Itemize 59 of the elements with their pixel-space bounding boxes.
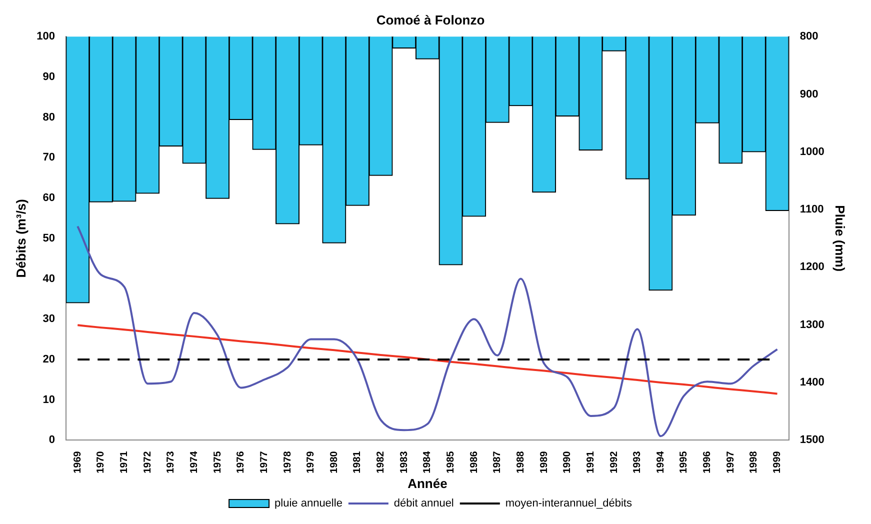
x-tick-label: 1985 [446, 450, 457, 474]
y2-tick-label: 1300 [800, 318, 824, 331]
y2-tick-label: 1200 [800, 261, 824, 274]
y-tick-label: 0 [48, 434, 55, 446]
x-tick-label: 1992 [608, 450, 620, 474]
x-tick-label: 1990 [562, 450, 574, 474]
y-tick-label: 90 [42, 70, 55, 83]
x-tick-label: 1972 [142, 450, 154, 474]
line-series [76, 225, 778, 438]
x-tick-label: 1980 [328, 450, 340, 474]
x-tick-label: 1988 [515, 450, 526, 474]
x-tick-label: 1997 [725, 450, 736, 474]
x-tick-label: 1984 [422, 450, 434, 474]
x-tick-label: 1996 [702, 450, 714, 474]
y2-tick-label: 1100 [800, 204, 824, 216]
y-tick-label: 10 [42, 394, 55, 406]
x-axis-title: Année [408, 476, 448, 491]
y-tick-label: 60 [42, 192, 55, 204]
x-tick-label: 1974 [188, 450, 200, 474]
x-tick-label: 1986 [468, 450, 480, 474]
x-tick-label: 1987 [492, 450, 504, 474]
legend-label: pluie annuelle [274, 498, 342, 510]
x-tick-label: 1969 [72, 450, 84, 474]
y-tick-label: 40 [42, 272, 55, 285]
x-tick-label: 1991 [585, 450, 596, 474]
legend-label: débit annuel [394, 498, 454, 510]
x-tick-label: 1983 [398, 450, 410, 474]
y-tick-label: 50 [42, 232, 55, 244]
y-tick-label: 80 [42, 111, 55, 124]
y-tick-label: 30 [42, 313, 55, 326]
y2-tick-label: 1500 [800, 434, 824, 446]
x-tick-label: 1978 [282, 450, 294, 474]
x-tick-label: 1999 [772, 450, 784, 474]
y-tick-label: 100 [36, 30, 55, 43]
x-tick-label: 1994 [655, 450, 666, 474]
chart-title: Comoé à Folonzo [376, 12, 485, 28]
y2-tick-label: 900 [800, 88, 818, 100]
x-tick-label: 1973 [166, 450, 177, 474]
x-tick-label: 1979 [306, 450, 317, 474]
x-tick-label: 1993 [632, 450, 644, 474]
x-tick-label: 1975 [212, 450, 224, 474]
y2-tick-label: 800 [800, 30, 818, 43]
x-tick-label: 1977 [258, 450, 270, 474]
x-tick-label: 1995 [678, 450, 690, 474]
x-tick-label: 1989 [538, 450, 550, 474]
x-tick-label: 1998 [748, 450, 760, 474]
x-tick-label: 1981 [352, 450, 364, 474]
y-tick-label: 20 [42, 353, 55, 366]
y2-tick-label: 1400 [800, 376, 824, 389]
line-series [76, 324, 778, 395]
x-tick-label: 1982 [376, 450, 387, 474]
y2-tick-label: 1000 [800, 146, 824, 158]
y-tick-label: 70 [42, 152, 55, 164]
y2-axis-title: Pluie (mm) [832, 205, 848, 272]
x-tick-label: 1976 [236, 450, 247, 474]
y-axis-title: Débits (m³/s) [13, 199, 28, 278]
x-tick-label: 1971 [119, 450, 130, 474]
x-tick-label: 1970 [96, 450, 107, 474]
legend-label: moyen-interannuel_débits [505, 498, 632, 510]
